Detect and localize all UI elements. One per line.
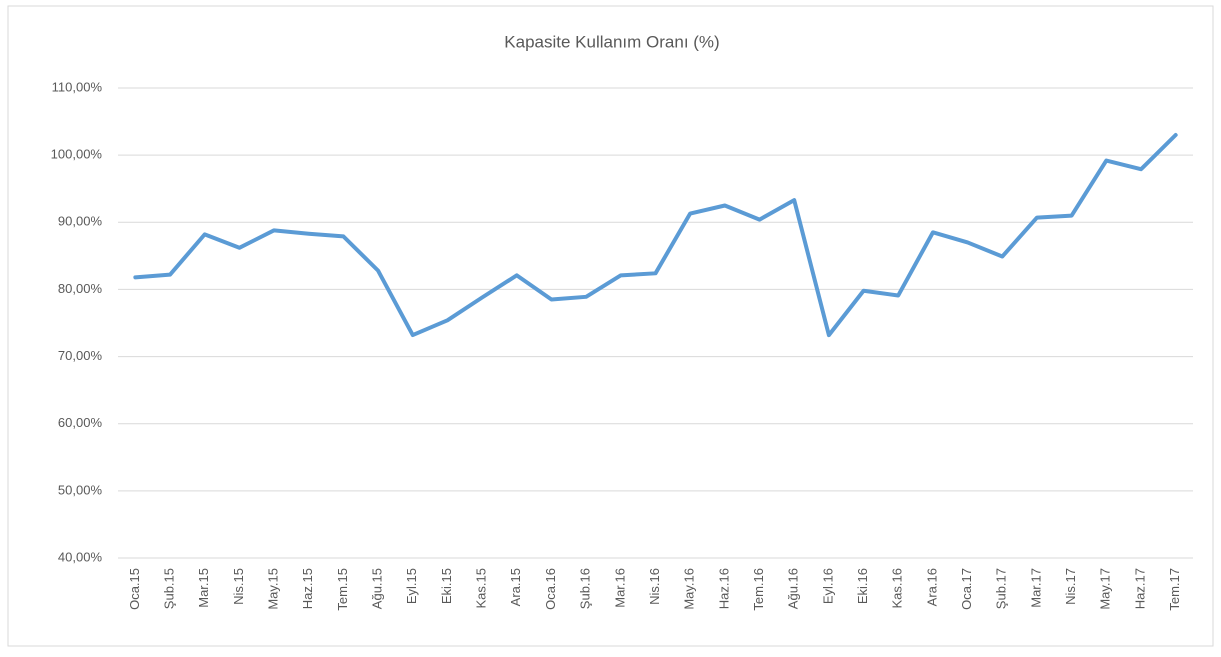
chart-title: Kapasite Kullanım Oranı (%) <box>504 32 719 51</box>
y-tick-label: 100,00% <box>51 147 103 162</box>
x-tick-label: May.17 <box>1098 568 1113 610</box>
x-tick-label: Tem.17 <box>1167 568 1182 611</box>
x-tick-label: Şub.15 <box>161 568 176 609</box>
y-tick-label: 50,00% <box>58 482 103 497</box>
y-tick-label: 90,00% <box>58 214 103 229</box>
x-tick-label: Nis.17 <box>1063 568 1078 605</box>
x-tick-label: Eyl.15 <box>404 568 419 604</box>
y-tick-label: 110,00% <box>52 79 103 94</box>
chart-border <box>7 5 1214 647</box>
x-tick-label: Eyl.16 <box>820 568 835 604</box>
x-tick-label: Kas.15 <box>474 568 489 608</box>
x-tick-label: Mar.16 <box>612 568 627 608</box>
x-tick-label: Oca.15 <box>127 568 142 610</box>
x-tick-label: Ağu.16 <box>786 568 801 609</box>
x-tick-label: May.15 <box>265 568 280 610</box>
data-line <box>133 133 1178 338</box>
x-tick-label: Oca.16 <box>543 568 558 610</box>
x-tick-label: Tem.16 <box>751 568 766 611</box>
x-tick-label: May.16 <box>682 568 697 610</box>
x-tick-label: Eki.16 <box>855 568 870 604</box>
x-tick-label: Şub.17 <box>994 568 1009 609</box>
x-tick-label: Ara.16 <box>924 568 939 606</box>
x-tick-label: Mar.15 <box>196 568 211 608</box>
x-tick-label: Haz.16 <box>716 568 731 609</box>
x-tick-label: Nis.15 <box>231 568 246 605</box>
x-tick-label: Haz.15 <box>300 568 315 609</box>
x-tick-label: Ara.15 <box>508 568 523 606</box>
y-tick-label: 70,00% <box>58 348 103 363</box>
x-tick-label: Haz.17 <box>1132 568 1147 609</box>
x-tick-label: Kas.16 <box>890 568 905 608</box>
x-tick-label: Ağu.15 <box>370 568 385 609</box>
x-tick-label: Eki.15 <box>439 568 454 604</box>
y-tick-label: 80,00% <box>58 281 103 296</box>
y-tick-label: 60,00% <box>58 415 103 430</box>
x-tick-label: Nis.16 <box>647 568 662 605</box>
x-tick-label: Oca.17 <box>959 568 974 610</box>
x-tick-label: Tem.15 <box>335 568 350 611</box>
y-tick-label: 40,00% <box>58 549 103 564</box>
x-tick-label: Mar.17 <box>1028 568 1043 608</box>
x-tick-label: Şub.16 <box>578 568 593 609</box>
